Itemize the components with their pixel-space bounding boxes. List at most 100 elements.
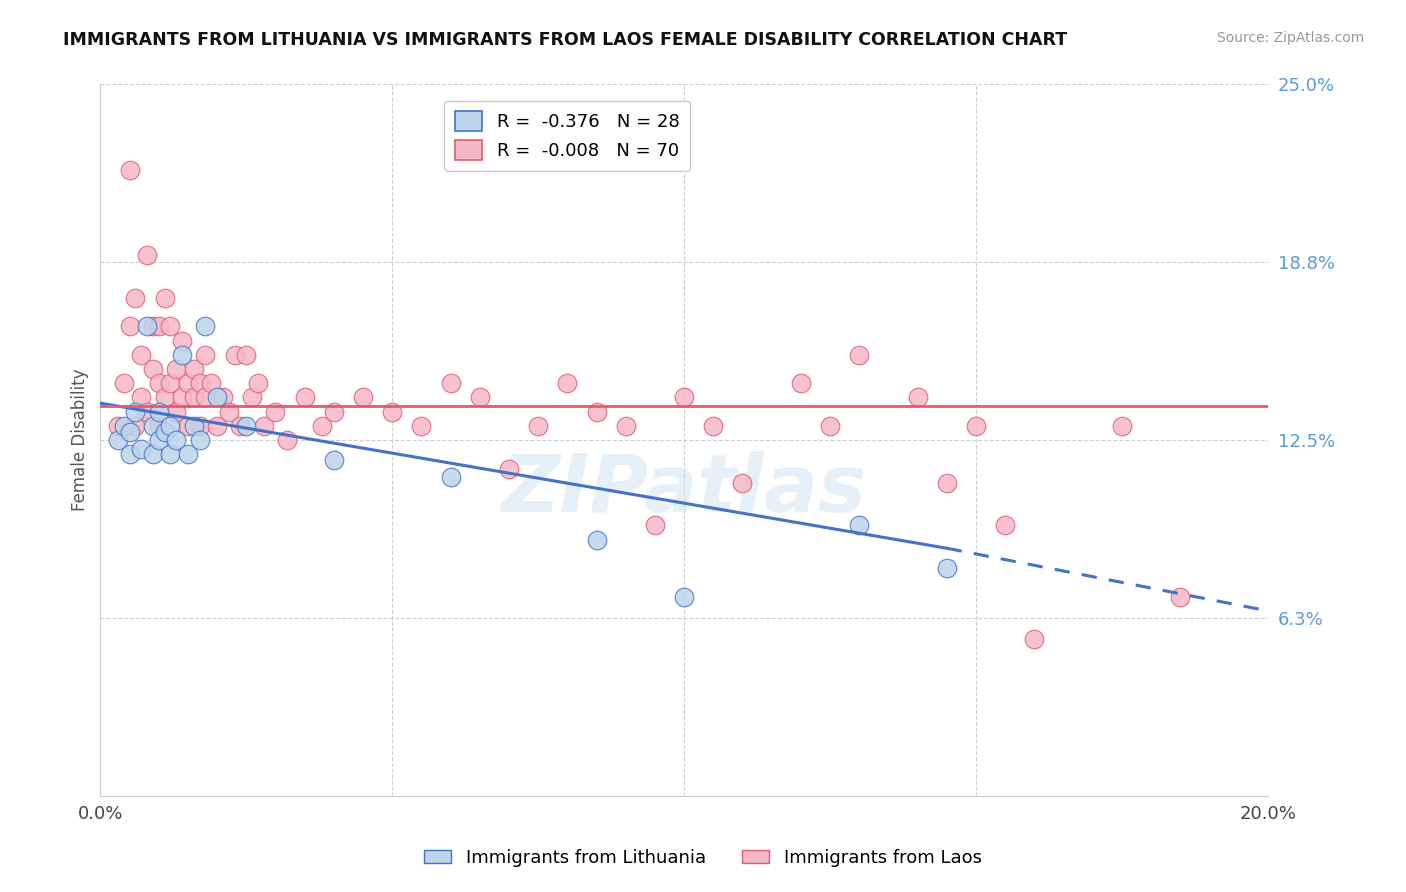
Point	[165, 362, 187, 376]
Point	[177, 447, 200, 461]
Point	[148, 319, 170, 334]
Point	[194, 348, 217, 362]
Point	[235, 348, 257, 362]
Point	[159, 376, 181, 391]
Point	[468, 391, 491, 405]
Point	[498, 461, 520, 475]
Text: IMMIGRANTS FROM LITHUANIA VS IMMIGRANTS FROM LAOS FEMALE DISABILITY CORRELATION : IMMIGRANTS FROM LITHUANIA VS IMMIGRANTS …	[63, 31, 1067, 49]
Point	[170, 348, 193, 362]
Point	[124, 418, 146, 433]
Point	[194, 391, 217, 405]
Point	[170, 334, 193, 348]
Point	[118, 425, 141, 439]
Point	[218, 404, 240, 418]
Legend: Immigrants from Lithuania, Immigrants from Laos: Immigrants from Lithuania, Immigrants fr…	[418, 842, 988, 874]
Point	[177, 376, 200, 391]
Text: Source: ZipAtlas.com: Source: ZipAtlas.com	[1216, 31, 1364, 45]
Point	[994, 518, 1017, 533]
Point	[205, 391, 228, 405]
Point	[124, 291, 146, 305]
Point	[188, 376, 211, 391]
Point	[818, 418, 841, 433]
Point	[129, 348, 152, 362]
Point	[246, 376, 269, 391]
Point	[129, 442, 152, 456]
Point	[322, 453, 344, 467]
Point	[170, 391, 193, 405]
Point	[731, 475, 754, 490]
Point	[118, 319, 141, 334]
Point	[224, 348, 246, 362]
Point	[352, 391, 374, 405]
Point	[702, 418, 724, 433]
Point	[322, 404, 344, 418]
Point	[264, 404, 287, 418]
Point	[183, 418, 205, 433]
Point	[188, 433, 211, 447]
Point	[142, 418, 165, 433]
Point	[194, 319, 217, 334]
Point	[212, 391, 235, 405]
Point	[907, 391, 929, 405]
Point	[129, 391, 152, 405]
Point	[276, 433, 298, 447]
Point	[240, 391, 263, 405]
Point	[107, 433, 129, 447]
Point	[142, 319, 165, 334]
Point	[848, 348, 870, 362]
Point	[188, 418, 211, 433]
Point	[136, 319, 159, 334]
Point	[112, 376, 135, 391]
Point	[153, 291, 176, 305]
Y-axis label: Female Disability: Female Disability	[72, 369, 89, 511]
Point	[1024, 632, 1046, 647]
Point	[153, 425, 176, 439]
Point	[848, 518, 870, 533]
Point	[200, 376, 222, 391]
Point	[183, 362, 205, 376]
Point	[527, 418, 550, 433]
Point	[136, 248, 159, 262]
Text: ZIPatlas: ZIPatlas	[502, 450, 866, 529]
Point	[165, 433, 187, 447]
Point	[112, 418, 135, 433]
Point	[253, 418, 276, 433]
Point	[118, 162, 141, 177]
Point	[136, 404, 159, 418]
Point	[165, 404, 187, 418]
Point	[614, 418, 637, 433]
Point	[381, 404, 404, 418]
Point	[1111, 418, 1133, 433]
Point	[153, 391, 176, 405]
Point	[439, 376, 461, 391]
Point	[118, 447, 141, 461]
Point	[159, 418, 181, 433]
Point	[935, 561, 957, 575]
Point	[235, 418, 257, 433]
Point	[965, 418, 987, 433]
Point	[148, 376, 170, 391]
Point	[205, 418, 228, 433]
Point	[142, 447, 165, 461]
Point	[585, 404, 607, 418]
Point	[1168, 590, 1191, 604]
Point	[790, 376, 813, 391]
Point	[673, 590, 696, 604]
Point	[148, 418, 170, 433]
Point	[159, 319, 181, 334]
Point	[142, 362, 165, 376]
Point	[644, 518, 666, 533]
Point	[229, 418, 252, 433]
Point	[311, 418, 333, 433]
Point	[107, 418, 129, 433]
Point	[183, 391, 205, 405]
Point	[148, 433, 170, 447]
Point	[159, 447, 181, 461]
Point	[935, 475, 957, 490]
Point	[557, 376, 579, 391]
Point	[439, 470, 461, 484]
Point	[294, 391, 316, 405]
Point	[177, 418, 200, 433]
Point	[148, 404, 170, 418]
Point	[673, 391, 696, 405]
